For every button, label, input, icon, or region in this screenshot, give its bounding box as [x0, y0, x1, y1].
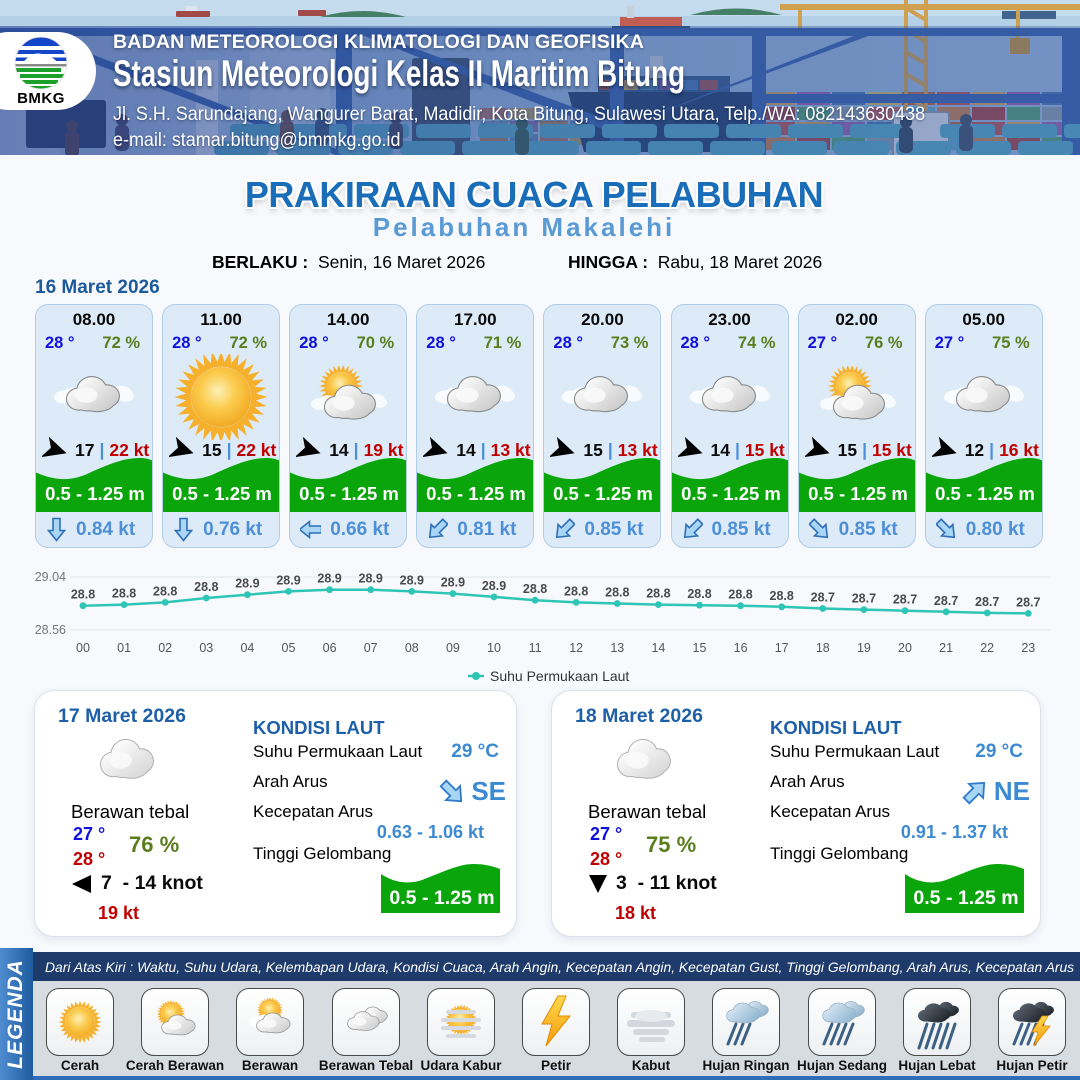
svg-text:28.8: 28.8: [523, 582, 547, 596]
svg-text:28.8: 28.8: [564, 584, 588, 598]
svg-text:28.7: 28.7: [1016, 595, 1040, 609]
svg-text:28.8: 28.8: [728, 588, 752, 602]
svg-text:28.7: 28.7: [975, 595, 999, 609]
svg-text:28.7: 28.7: [934, 594, 958, 608]
svg-text:28.7: 28.7: [893, 593, 917, 607]
svg-text:11: 11: [529, 641, 542, 655]
svg-text:04: 04: [240, 641, 254, 655]
svg-text:0.5 - 1.25 m: 0.5 - 1.25 m: [172, 483, 272, 504]
svg-text:05: 05: [282, 641, 296, 655]
svg-text:0.5 - 1.25 m: 0.5 - 1.25 m: [45, 483, 145, 504]
svg-text:18: 18: [816, 641, 830, 655]
svg-text:0.5 - 1.25 m: 0.5 - 1.25 m: [935, 483, 1035, 504]
svg-text:12: 12: [569, 641, 583, 655]
svg-text:0.5 - 1.25 m: 0.5 - 1.25 m: [299, 483, 399, 504]
svg-text:28.8: 28.8: [770, 589, 794, 603]
svg-text:29.04: 29.04: [35, 570, 66, 584]
svg-text:20: 20: [898, 641, 912, 655]
svg-text:09: 09: [446, 641, 460, 655]
svg-text:28.9: 28.9: [235, 577, 259, 591]
svg-text:0.5 - 1.25 m: 0.5 - 1.25 m: [913, 887, 1018, 909]
svg-text:14: 14: [651, 641, 665, 655]
svg-text:28.8: 28.8: [153, 584, 177, 598]
svg-text:28.9: 28.9: [482, 579, 506, 593]
svg-text:15: 15: [693, 641, 707, 655]
svg-text:28.8: 28.8: [112, 587, 136, 601]
svg-text:28.7: 28.7: [852, 592, 876, 606]
svg-text:28.56: 28.56: [35, 623, 66, 637]
svg-text:0.5 - 1.25 m: 0.5 - 1.25 m: [426, 483, 526, 504]
svg-text:28.8: 28.8: [646, 587, 670, 601]
svg-text:21: 21: [939, 641, 953, 655]
svg-text:01: 01: [117, 641, 131, 655]
svg-text:28.8: 28.8: [194, 580, 218, 594]
svg-text:08: 08: [405, 641, 419, 655]
svg-text:23: 23: [1021, 641, 1035, 655]
svg-text:16: 16: [734, 641, 748, 655]
svg-text:10: 10: [487, 641, 501, 655]
svg-text:0.5 - 1.25 m: 0.5 - 1.25 m: [681, 483, 781, 504]
svg-text:28.9: 28.9: [359, 572, 383, 586]
svg-text:07: 07: [364, 641, 378, 655]
svg-text:13: 13: [610, 641, 624, 655]
svg-text:28.8: 28.8: [687, 587, 711, 601]
svg-text:28.7: 28.7: [811, 591, 835, 605]
svg-text:28.8: 28.8: [71, 588, 95, 602]
svg-text:0.5 - 1.25 m: 0.5 - 1.25 m: [808, 483, 908, 504]
svg-text:02: 02: [158, 641, 172, 655]
svg-text:0.5 - 1.25 m: 0.5 - 1.25 m: [389, 887, 494, 909]
svg-text:28.9: 28.9: [400, 573, 424, 587]
svg-text:00: 00: [76, 641, 90, 655]
svg-text:28.9: 28.9: [441, 576, 465, 590]
svg-text:28.8: 28.8: [605, 586, 629, 600]
svg-text:28.9: 28.9: [276, 573, 300, 587]
svg-text:19: 19: [857, 641, 871, 655]
svg-text:Suhu Permukaan Laut: Suhu Permukaan Laut: [490, 668, 629, 684]
svg-text:22: 22: [980, 641, 994, 655]
svg-text:03: 03: [199, 641, 213, 655]
svg-text:06: 06: [323, 641, 337, 655]
svg-text:17: 17: [775, 641, 789, 655]
svg-text:0.5 - 1.25 m: 0.5 - 1.25 m: [554, 483, 654, 504]
svg-text:28.9: 28.9: [317, 572, 341, 586]
